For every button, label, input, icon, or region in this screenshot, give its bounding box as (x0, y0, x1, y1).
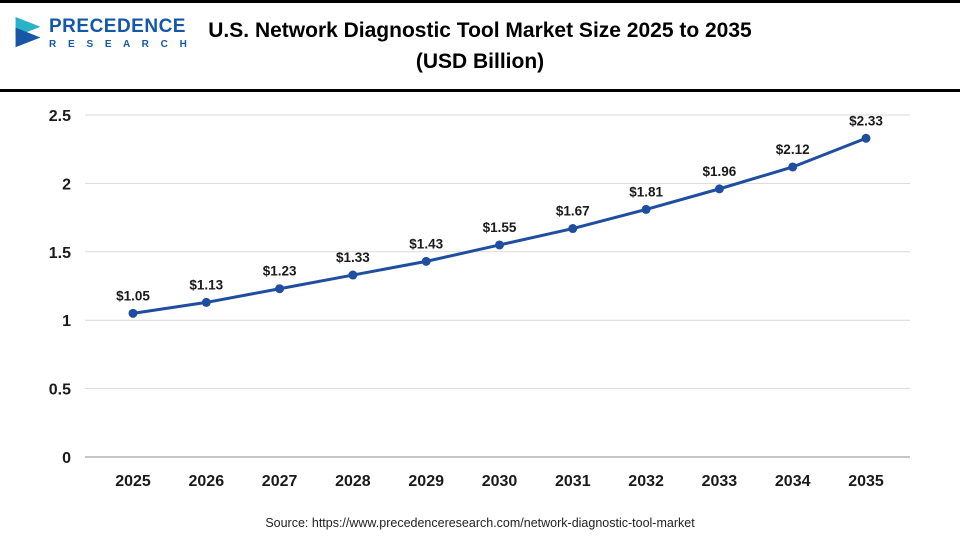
chart-header: PRECEDENCE R E S E A R C H U.S. Network … (0, 3, 960, 92)
svg-text:2033: 2033 (702, 473, 738, 490)
svg-text:$1.67: $1.67 (556, 204, 590, 219)
svg-text:$1.23: $1.23 (263, 264, 297, 279)
svg-text:$1.05: $1.05 (116, 288, 150, 303)
brand-subname: R E S E A R C H (49, 38, 192, 50)
svg-text:0.5: 0.5 (49, 382, 71, 399)
svg-text:2027: 2027 (262, 473, 298, 490)
svg-text:2: 2 (62, 176, 71, 193)
svg-text:2032: 2032 (628, 473, 664, 490)
svg-text:$1.43: $1.43 (409, 236, 443, 251)
svg-text:$2.12: $2.12 (776, 142, 810, 157)
brand-logo-icon (15, 17, 41, 48)
svg-text:2030: 2030 (482, 473, 518, 490)
svg-text:$1.33: $1.33 (336, 250, 370, 265)
svg-text:2026: 2026 (189, 473, 225, 490)
brand-logo-text: PRECEDENCE R E S E A R C H (49, 17, 191, 50)
svg-text:$1.81: $1.81 (629, 184, 663, 199)
brand-logo: PRECEDENCE R E S E A R C H (12, 13, 191, 53)
svg-text:0: 0 (62, 450, 71, 467)
svg-text:2029: 2029 (408, 473, 444, 490)
svg-text:$2.33: $2.33 (849, 113, 883, 128)
svg-text:1.5: 1.5 (49, 245, 71, 262)
svg-text:2034: 2034 (775, 473, 811, 490)
svg-text:2028: 2028 (335, 473, 371, 490)
svg-text:$1.13: $1.13 (189, 277, 223, 292)
svg-text:2025: 2025 (115, 473, 151, 490)
brand-name: PRECEDENCE (49, 15, 186, 37)
chart-title: U.S. Network Diagnostic Tool Market Size… (208, 15, 751, 78)
svg-text:$1.55: $1.55 (483, 220, 517, 235)
chart-area: 0 0.5 1 1.5 2 2.5 2025 2026 2027 2028 2029 2030 2031… (0, 92, 960, 504)
chart-title-line1: U.S. Network Diagnostic Tool Market Size… (208, 18, 752, 42)
chart-title-line2: (USD Billion) (415, 50, 545, 73)
source-text: Source: https://www.precedenceresearch.c… (265, 516, 695, 530)
svg-text:2031: 2031 (555, 473, 591, 490)
svg-text:2.5: 2.5 (49, 108, 71, 125)
chart-svg: 0 0.5 1 1.5 2 2.5 2025 2026 2027 2028 2029 2030 2031… (49, 108, 910, 490)
svg-text:1: 1 (62, 313, 71, 330)
svg-text:$1.96: $1.96 (703, 164, 737, 179)
svg-text:2035: 2035 (848, 473, 884, 490)
